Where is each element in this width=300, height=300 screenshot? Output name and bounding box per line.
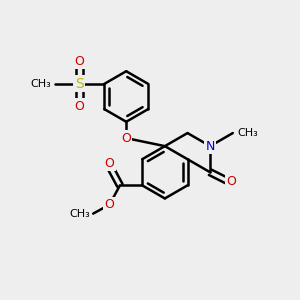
Text: O: O [105, 157, 115, 169]
Text: CH₃: CH₃ [30, 79, 51, 89]
Text: O: O [74, 100, 84, 113]
Text: O: O [74, 55, 84, 68]
Text: CH₃: CH₃ [237, 128, 258, 138]
Text: O: O [105, 198, 115, 211]
Text: O: O [226, 175, 236, 188]
Text: S: S [75, 77, 83, 91]
Text: CH₃: CH₃ [69, 208, 90, 219]
Text: O: O [121, 132, 131, 145]
Text: N: N [206, 140, 215, 153]
